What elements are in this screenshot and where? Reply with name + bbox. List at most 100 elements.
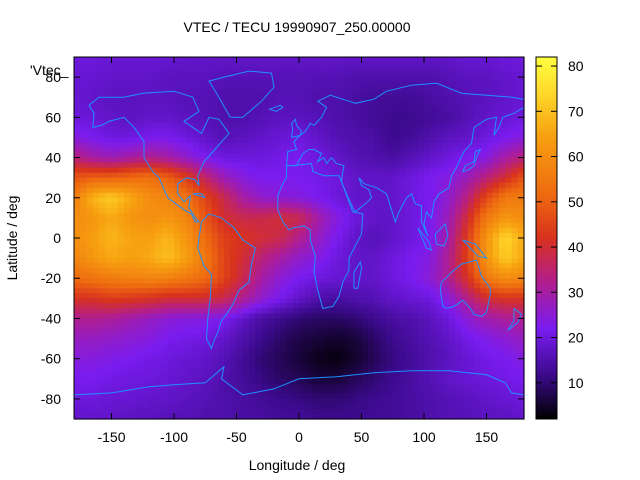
- heatmap-cell: [411, 388, 419, 395]
- heatmap-cell: [367, 293, 375, 299]
- heatmap-cell: [405, 77, 413, 83]
- heatmap-cell: [349, 157, 356, 164]
- heatmap-cell: [155, 157, 163, 164]
- heatmap-cell: [149, 142, 156, 149]
- heatmap-cell: [74, 132, 81, 139]
- heatmap-cell: [355, 333, 363, 340]
- heatmap-cell: [430, 298, 438, 304]
- heatmap-cell: [311, 358, 319, 365]
- heatmap-cell: [224, 197, 231, 204]
- heatmap-cell: [349, 338, 356, 345]
- heatmap-cell: [142, 202, 150, 209]
- heatmap-cell: [74, 273, 81, 279]
- heatmap-cell: [305, 167, 313, 174]
- heatmap-cell: [311, 388, 319, 395]
- heatmap-cell: [267, 323, 275, 330]
- heatmap-cell: [349, 182, 356, 189]
- heatmap-cell: [286, 388, 294, 395]
- heatmap-cell: [142, 248, 150, 254]
- heatmap-cell: [286, 177, 294, 184]
- heatmap-cell: [311, 308, 319, 315]
- heatmap-cell: [80, 57, 88, 63]
- heatmap-cell: [405, 393, 413, 400]
- heatmap-cell: [230, 258, 238, 264]
- heatmap-cell: [430, 92, 438, 98]
- heatmap-cell: [380, 288, 388, 294]
- heatmap-cell: [411, 127, 419, 134]
- heatmap-cell: [86, 288, 94, 294]
- heatmap-cell: [292, 338, 300, 345]
- heatmap-cell: [230, 333, 238, 340]
- heatmap-cell: [142, 217, 150, 224]
- heatmap-cell: [486, 87, 494, 93]
- heatmap-cell: [324, 202, 331, 209]
- heatmap-cell: [236, 243, 244, 249]
- heatmap-cell: [236, 212, 244, 219]
- heatmap-cell: [130, 403, 138, 410]
- heatmap-cell: [161, 403, 169, 410]
- heatmap-cell: [186, 227, 194, 234]
- heatmap-cell: [192, 132, 200, 139]
- heatmap-cell: [167, 112, 175, 118]
- heatmap-cell: [130, 227, 138, 234]
- heatmap-cell: [349, 172, 356, 179]
- heatmap-cell: [274, 293, 281, 299]
- heatmap-cell: [142, 222, 150, 229]
- heatmap-cell: [380, 232, 388, 239]
- heatmap-cell: [230, 112, 238, 118]
- heatmap-cell: [292, 177, 300, 184]
- heatmap-cell: [480, 323, 488, 330]
- heatmap-cell: [455, 187, 463, 194]
- heatmap-cell: [161, 338, 169, 345]
- heatmap-cell: [467, 212, 475, 219]
- heatmap-cell: [367, 353, 375, 360]
- heatmap-cell: [380, 107, 388, 113]
- heatmap-cell: [92, 303, 100, 309]
- heatmap-cell: [405, 288, 413, 294]
- heatmap-cell: [349, 253, 356, 259]
- heatmap-cell: [317, 283, 325, 289]
- heatmap-cell: [211, 383, 219, 390]
- heatmap-cell: [74, 258, 81, 264]
- heatmap-cell: [324, 127, 331, 134]
- heatmap-cell: [186, 338, 194, 345]
- heatmap-cell: [367, 172, 375, 179]
- heatmap-cell: [192, 147, 200, 154]
- heatmap-cell: [261, 373, 269, 380]
- heatmap-cell: [117, 212, 125, 219]
- heatmap-cell: [217, 112, 225, 118]
- heatmap-cell: [117, 268, 125, 274]
- heatmap-cell: [355, 268, 363, 274]
- heatmap-cell: [167, 227, 175, 234]
- heatmap-cell: [117, 177, 125, 184]
- heatmap-cell: [267, 167, 275, 174]
- heatmap-cell: [342, 243, 350, 249]
- heatmap-cell: [430, 293, 438, 299]
- heatmap-cell: [380, 363, 388, 370]
- heatmap-cell: [167, 232, 175, 239]
- heatmap-cell: [74, 323, 81, 330]
- heatmap-cell: [74, 227, 81, 234]
- heatmap-cell: [305, 57, 313, 63]
- heatmap-cell: [430, 232, 438, 239]
- heatmap-cell: [492, 122, 500, 128]
- heatmap-cell: [130, 187, 138, 194]
- heatmap-cell: [486, 192, 494, 199]
- heatmap-cell: [242, 378, 250, 385]
- heatmap-cell: [299, 248, 306, 254]
- heatmap-cell: [92, 182, 100, 189]
- heatmap-cell: [149, 147, 156, 154]
- heatmap-cell: [92, 243, 100, 249]
- heatmap-cell: [324, 358, 331, 365]
- heatmap-cell: [142, 333, 150, 340]
- heatmap-cell: [442, 258, 450, 264]
- heatmap-cell: [92, 238, 100, 244]
- heatmap-cell: [255, 398, 263, 405]
- heatmap-cell: [167, 348, 175, 355]
- heatmap-cell: [411, 288, 419, 294]
- heatmap-cell: [492, 127, 500, 134]
- heatmap-cell: [236, 187, 244, 194]
- heatmap-cell: [305, 398, 313, 405]
- heatmap-cell: [124, 122, 131, 128]
- heatmap-cell: [449, 308, 456, 315]
